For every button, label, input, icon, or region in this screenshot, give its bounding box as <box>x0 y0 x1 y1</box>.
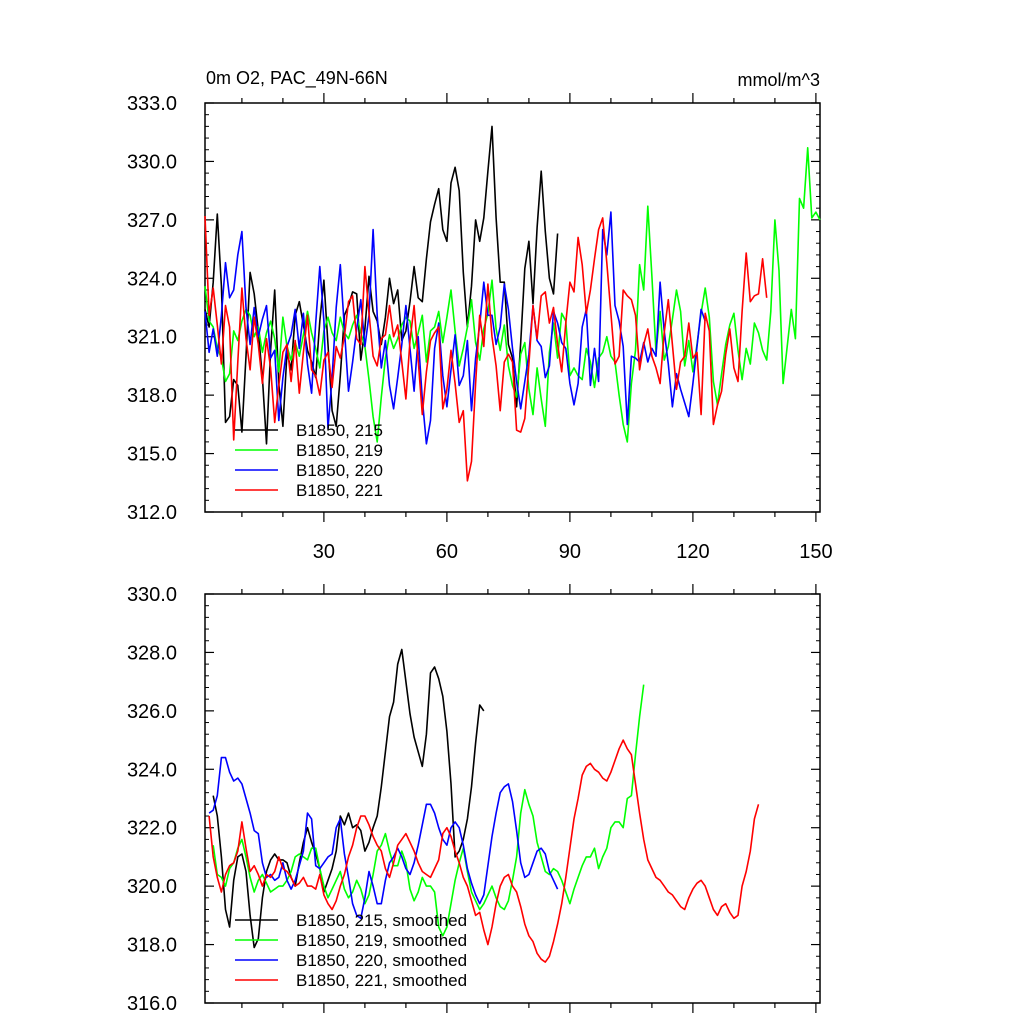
series-line <box>204 211 706 445</box>
series-line <box>204 125 559 445</box>
legend-label: B1850, 220, smoothed <box>296 951 467 970</box>
y-tick-label: 328.0 <box>127 642 177 664</box>
y-tick-label: 320.0 <box>127 876 177 898</box>
legend-label: B1850, 219, smoothed <box>296 931 467 950</box>
plot-frame <box>204 102 821 513</box>
x-tick-label: 60 <box>436 541 458 563</box>
y-tick-label: 324.0 <box>127 759 177 781</box>
legend-label: B1850, 221 <box>296 481 383 500</box>
y-tick-label: 324.0 <box>127 268 177 290</box>
series-line <box>208 756 559 920</box>
legend-label: B1850, 215, smoothed <box>296 911 467 930</box>
x-tick-label: 90 <box>559 541 581 563</box>
series-line <box>212 648 485 949</box>
series-line <box>204 147 821 443</box>
x-tick-label: 30 <box>313 541 335 563</box>
series-line <box>212 684 645 937</box>
series-line <box>208 739 760 963</box>
y-tick-label: 330.0 <box>127 151 177 173</box>
y-tick-label: 321.0 <box>127 327 177 349</box>
units-label: mmol/m^3 <box>738 70 820 90</box>
y-tick-label: 330.0 <box>127 584 177 606</box>
legend-label: B1850, 220 <box>296 461 383 480</box>
top-panel: 312.0 315.0 318.0 321.0 324.0 327.0 330.0 333.0… <box>127 93 833 563</box>
y-tick-label: 322.0 <box>127 818 177 840</box>
y-tick-label: 312.0 <box>127 502 177 524</box>
plot-frame <box>204 593 821 1004</box>
y-tick-label: 333.0 <box>127 93 177 115</box>
y-tick-label: 315.0 <box>127 444 177 466</box>
legend-label: B1850, 215 <box>296 421 383 440</box>
y-tick-label: 327.0 <box>127 210 177 232</box>
x-tick-label: 150 <box>799 541 832 563</box>
x-tick-label: 120 <box>676 541 709 563</box>
bottom-panel: 316.0 318.0 320.0 322.0 324.0 326.0 328.0 330.0… <box>127 584 821 1015</box>
y-tick-label: 318.0 <box>127 385 177 407</box>
legend-label: B1850, 221, smoothed <box>296 971 467 990</box>
series-line <box>204 215 768 482</box>
legend-label: B1850, 219 <box>296 441 383 460</box>
y-tick-label: 318.0 <box>127 935 177 957</box>
y-tick-label: 316.0 <box>127 993 177 1015</box>
chart-title: 0m O2, PAC_49N-66N <box>206 68 388 89</box>
y-tick-label: 326.0 <box>127 701 177 723</box>
